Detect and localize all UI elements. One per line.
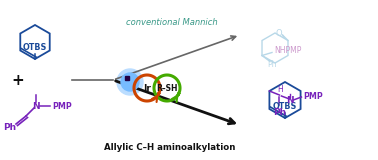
Circle shape bbox=[117, 69, 143, 95]
Text: N: N bbox=[32, 101, 40, 111]
Text: Ph: Ph bbox=[3, 124, 17, 132]
Text: Ir: Ir bbox=[143, 84, 151, 92]
Text: Allylic C–H aminoalkylation: Allylic C–H aminoalkylation bbox=[104, 144, 236, 152]
Text: +: + bbox=[12, 72, 24, 88]
Text: NHPMP: NHPMP bbox=[274, 46, 301, 55]
Text: O: O bbox=[276, 29, 282, 38]
Text: conventional Mannich: conventional Mannich bbox=[126, 17, 218, 27]
Text: N: N bbox=[287, 96, 294, 104]
Text: Ph: Ph bbox=[273, 108, 286, 117]
Text: OTBS: OTBS bbox=[23, 43, 47, 52]
Text: PMP: PMP bbox=[304, 92, 323, 100]
Text: PMP: PMP bbox=[52, 101, 72, 111]
Text: R–SH: R–SH bbox=[156, 84, 178, 92]
Text: Ph: Ph bbox=[267, 60, 277, 69]
Circle shape bbox=[121, 73, 139, 91]
Text: H: H bbox=[277, 85, 283, 94]
Text: OTBS: OTBS bbox=[273, 102, 297, 111]
